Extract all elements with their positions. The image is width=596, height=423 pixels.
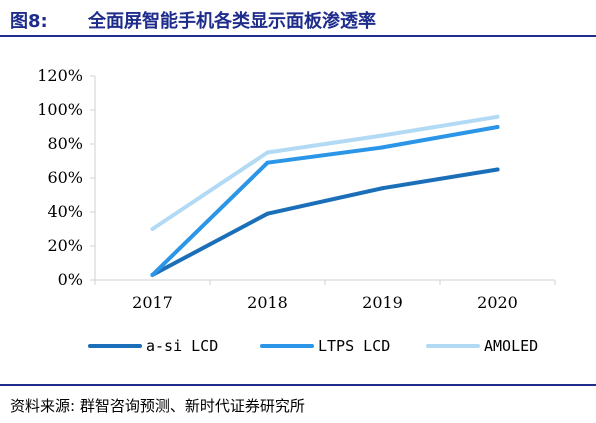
legend-label-0: a-si LCD bbox=[146, 337, 218, 355]
series-line-0 bbox=[150, 167, 500, 277]
x-tick-label: 2019 bbox=[362, 293, 403, 312]
data-point bbox=[150, 227, 155, 231]
data-point bbox=[380, 186, 385, 191]
x-axis: 2017 2018 2019 2020 bbox=[94, 279, 556, 312]
series-layer bbox=[150, 114, 500, 277]
data-point bbox=[150, 272, 155, 277]
source-note: 资料来源: 群智咨询预测、新时代证券研究所 bbox=[10, 397, 305, 415]
figure-label: 图8: bbox=[10, 11, 48, 32]
data-point bbox=[495, 167, 500, 172]
legend-label-1: LTPS LCD bbox=[318, 337, 390, 355]
data-point bbox=[495, 114, 500, 119]
data-point bbox=[380, 133, 385, 138]
data-point bbox=[265, 211, 270, 216]
figure-header: 图8: 全面屏智能手机各类显示面板渗透率 bbox=[0, 0, 596, 37]
y-tick-label: 0% bbox=[58, 270, 83, 289]
y-tick-label: 60% bbox=[47, 168, 83, 187]
series-line-1 bbox=[150, 125, 500, 277]
data-point bbox=[380, 145, 385, 150]
header-rule bbox=[0, 35, 596, 37]
y-tick-label: 40% bbox=[47, 202, 83, 221]
series-line-2 bbox=[150, 114, 500, 231]
legend-label-2: AMOLED bbox=[484, 337, 538, 355]
x-tick-label: 2017 bbox=[132, 293, 173, 312]
figure-title: 全面屏智能手机各类显示面板渗透率 bbox=[88, 11, 376, 32]
data-point bbox=[265, 160, 270, 165]
line-chart: 0%20%40%60%80%100%120% 2017 2018 2019 2020 … bbox=[37, 66, 556, 355]
x-tick-label: 2018 bbox=[247, 293, 288, 312]
legend: a-si LCD LTPS LCD AMOLED bbox=[88, 337, 538, 355]
y-axis: 0% 20% 40% 60% 80% 100% 120% bbox=[37, 66, 96, 289]
data-point bbox=[495, 125, 500, 129]
y-tick-label: 120% bbox=[37, 66, 83, 85]
y-tick-label: 20% bbox=[47, 236, 83, 255]
y-tick-label: 100% bbox=[37, 100, 83, 119]
source-rule bbox=[0, 384, 596, 386]
data-point bbox=[265, 150, 270, 155]
x-tick-label: 2020 bbox=[477, 293, 518, 312]
y-tick-label: 80% bbox=[47, 134, 83, 153]
